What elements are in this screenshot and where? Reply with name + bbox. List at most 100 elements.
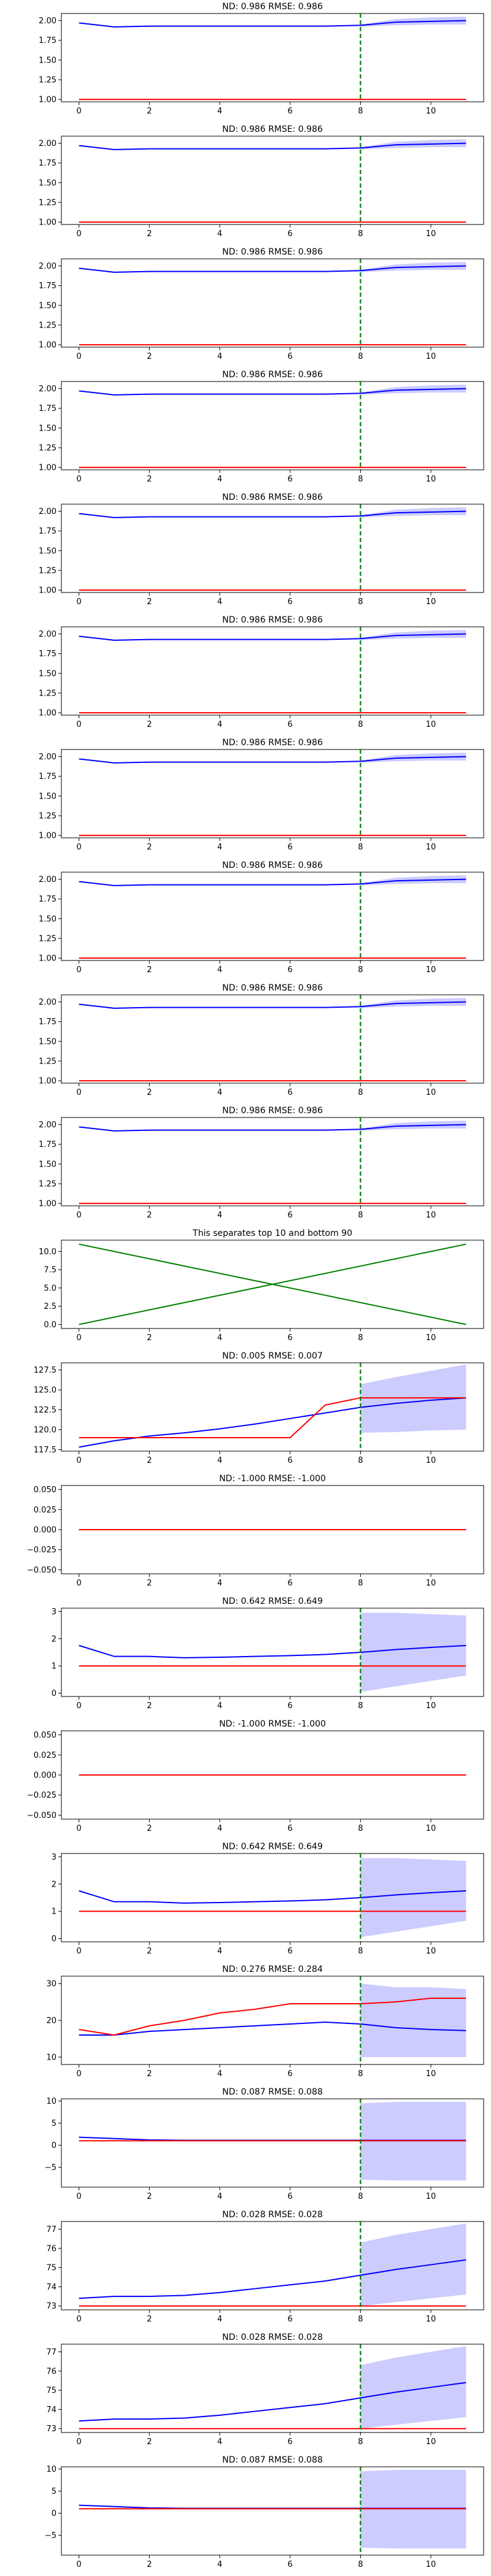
- x-tick-label: 6: [288, 720, 293, 729]
- x-tick-label: 6: [288, 1824, 293, 1833]
- chart-title: ND: 0.986 RMSE: 0.986: [222, 2, 323, 12]
- chart-panel: This separates top 10 and bottom 90 0 2 4 6 8…: [39, 1229, 484, 1343]
- x-tick-label: 0: [77, 1701, 82, 1711]
- chart-title: ND: 0.986 RMSE: 0.986: [222, 615, 323, 625]
- chart-panel: ND: 0.986 RMSE: 0.986 0 2 4 6 8 10 1.00 1.25 1.50…: [39, 370, 484, 484]
- y-tick-label: 2.00: [39, 875, 56, 884]
- x-tick-label: 2: [147, 1947, 152, 1956]
- x-tick-label: 0: [77, 107, 82, 116]
- y-tick-label: 1.50: [39, 424, 56, 433]
- x-tick-label: 8: [358, 2315, 363, 2324]
- y-tick-label: 5: [52, 2119, 56, 2128]
- x-tick-label: 4: [217, 1701, 222, 1711]
- y-tick-label: 30: [46, 1980, 56, 1989]
- y-tick-label: 1.50: [39, 178, 56, 188]
- x-tick-label: 6: [288, 1947, 293, 1956]
- x-tick-label: 2: [147, 597, 152, 607]
- uncertainty-band: [360, 1984, 466, 2057]
- chart-title: ND: 0.028 RMSE: 0.028: [222, 2210, 323, 2220]
- chart-panel: ND: 0.986 RMSE: 0.986 0 2 4 6 8 10 1.00 1.25 1.50…: [39, 738, 484, 852]
- y-tick-label: 0.0: [44, 1321, 56, 1330]
- x-tick-label: 6: [288, 1088, 293, 1097]
- series-line-history: [79, 1124, 466, 1132]
- x-tick-label: 8: [358, 2560, 363, 2569]
- chart-title: ND: 0.642 RMSE: 0.649: [222, 1597, 323, 1606]
- x-tick-label: 4: [217, 2315, 222, 2324]
- x-tick-label: 8: [358, 1333, 363, 1343]
- x-tick-label: 6: [288, 2315, 293, 2324]
- y-tick-label: 1.25: [39, 567, 56, 576]
- x-tick-label: 2: [147, 1333, 152, 1343]
- y-tick-label: 2.5: [44, 1302, 56, 1311]
- x-tick-label: 10: [426, 1211, 436, 1220]
- x-tick-label: 0: [77, 1088, 82, 1097]
- x-tick-label: 6: [288, 2437, 293, 2447]
- x-tick-label: 2: [147, 2069, 152, 2079]
- axes-frame: [61, 258, 484, 348]
- y-tick-label: 75: [46, 2264, 56, 2273]
- x-tick-label: 6: [288, 1579, 293, 1588]
- y-tick-label: 1.50: [39, 792, 56, 801]
- chart-title: ND: -1.000 RMSE: -1.000: [219, 1719, 326, 1729]
- x-tick-label: 2: [147, 1088, 152, 1097]
- chart-panel: ND: 0.986 RMSE: 0.986 0 2 4 6 8 10 1.00 1.25 1.50…: [39, 247, 484, 361]
- x-tick-label: 10: [426, 2315, 436, 2324]
- x-tick-label: 10: [426, 1701, 436, 1711]
- series-line-history: [79, 265, 466, 273]
- x-tick-label: 6: [288, 1456, 293, 1465]
- x-tick-label: 2: [147, 2192, 152, 2201]
- chart-panel: ND: -1.000 RMSE: -1.000 0 2 4 6 8 10 −0.050 −0.0…: [27, 1719, 484, 1833]
- axes-frame: [61, 749, 484, 838]
- y-tick-label: 1.25: [39, 76, 56, 85]
- x-tick-label: 0: [77, 1824, 82, 1833]
- y-tick-label: 1.25: [39, 812, 56, 821]
- x-tick-label: 10: [426, 229, 436, 239]
- y-tick-label: 1.25: [39, 689, 56, 699]
- chart-title: ND: 0.986 RMSE: 0.986: [222, 247, 323, 257]
- x-tick-label: 10: [426, 1579, 436, 1588]
- x-tick-label: 4: [217, 1579, 222, 1588]
- x-tick-label: 8: [358, 2192, 363, 2201]
- y-tick-label: 0.025: [34, 1751, 56, 1760]
- y-tick-label: −0.050: [27, 1811, 56, 1820]
- y-tick-label: 10: [46, 2053, 56, 2063]
- chart-title: ND: 0.986 RMSE: 0.986: [222, 1106, 323, 1116]
- y-tick-label: 1.00: [39, 341, 56, 350]
- x-tick-label: 0: [77, 229, 82, 239]
- y-tick-label: 1.75: [39, 650, 56, 659]
- y-tick-label: 2.00: [39, 262, 56, 271]
- y-tick-label: 2.00: [39, 630, 56, 639]
- x-tick-label: 10: [426, 1824, 436, 1833]
- x-tick-label: 4: [217, 2192, 222, 2201]
- uncertainty-band: [360, 1858, 466, 1938]
- y-tick-label: −5: [45, 2163, 56, 2172]
- series-line-history: [79, 878, 466, 886]
- axes-frame: [61, 2221, 484, 2310]
- x-tick-label: 4: [217, 1947, 222, 1956]
- y-tick-label: 10: [46, 2097, 56, 2106]
- x-tick-label: 8: [358, 1824, 363, 1833]
- chart-title: ND: 0.005 RMSE: 0.007: [222, 1351, 323, 1361]
- y-tick-label: 10: [46, 2465, 56, 2474]
- x-tick-label: 6: [288, 597, 293, 607]
- y-tick-label: 2: [52, 1880, 56, 1889]
- x-tick-label: 8: [358, 597, 363, 607]
- x-tick-label: 4: [217, 720, 222, 729]
- x-tick-label: 4: [217, 2560, 222, 2569]
- x-tick-label: 2: [147, 352, 152, 361]
- y-tick-label: 5: [52, 2487, 56, 2496]
- x-tick-label: 2: [147, 843, 152, 852]
- y-tick-label: 1.00: [39, 1200, 56, 1209]
- chart-panel: ND: 0.028 RMSE: 0.028 0 2 4 6 8 10 73 74 75 76 77: [46, 2333, 484, 2447]
- chart-panel: ND: 0.028 RMSE: 0.028 0 2 4 6 8 10 73 74 75 76 77: [46, 2210, 484, 2324]
- x-tick-label: 4: [217, 475, 222, 484]
- x-tick-label: 8: [358, 107, 363, 116]
- x-tick-label: 0: [77, 1456, 82, 1465]
- axes-frame: [61, 381, 484, 470]
- chart-title: ND: -1.000 RMSE: -1.000: [219, 1474, 326, 1484]
- series-line-history: [79, 2382, 466, 2422]
- chart-panel: ND: 0.986 RMSE: 0.986 0 2 4 6 8 10 1.00 1.25 1.50…: [39, 861, 484, 975]
- chart-title: ND: 0.276 RMSE: 0.284: [222, 1965, 323, 1974]
- x-tick-label: 10: [426, 1947, 436, 1956]
- x-tick-label: 0: [77, 2437, 82, 2447]
